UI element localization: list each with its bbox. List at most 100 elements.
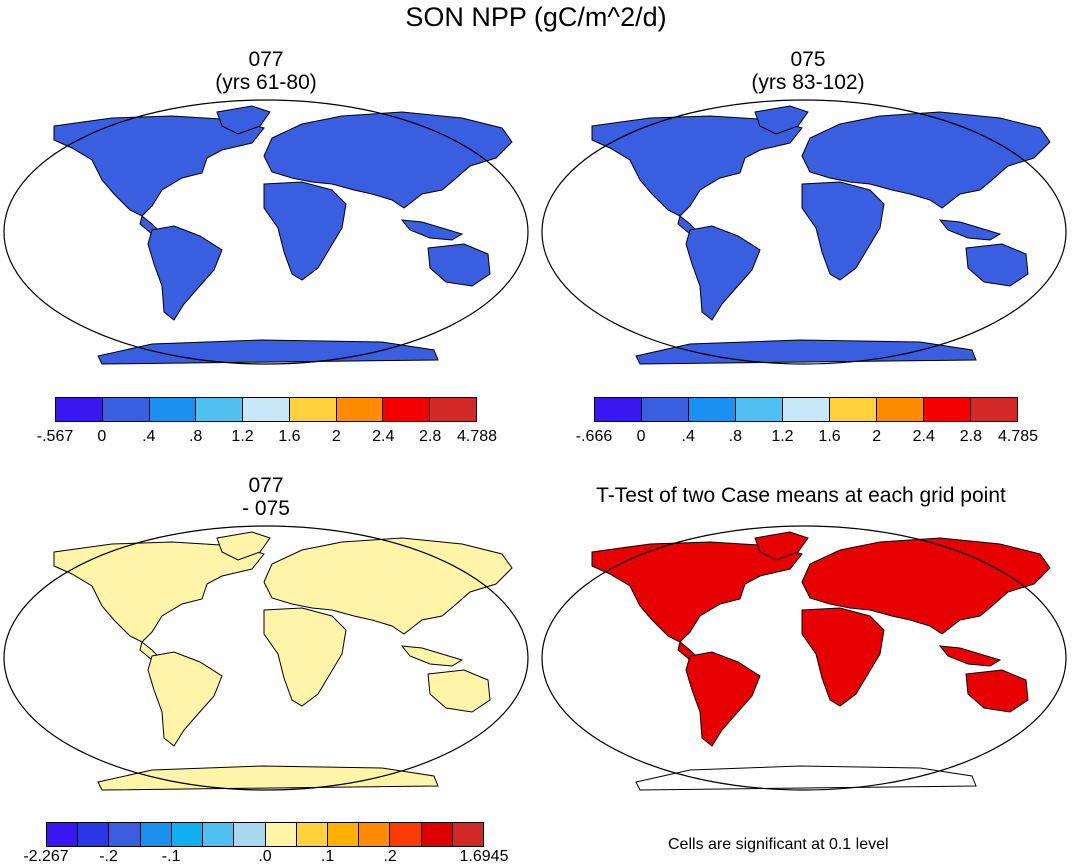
colorbar-swatch	[243, 398, 290, 421]
colorbar-swatch	[296, 823, 328, 846]
map-frame	[541, 525, 1067, 791]
colorbar-tick-label: 1.6945	[459, 848, 509, 865]
continent-landmass	[801, 111, 1051, 209]
colorbar-swatch	[102, 398, 150, 421]
colorbar-tick-label: -.666	[575, 428, 613, 445]
antarctica-landmass	[97, 765, 439, 791]
colorbar-swatch	[203, 823, 235, 846]
colorbar-swatch	[196, 398, 244, 421]
colorbar-swatch	[109, 823, 141, 846]
colorbar-tick-label: -.2	[99, 848, 118, 865]
colorbar-tick-label: .2	[383, 848, 397, 865]
colorbar-swatch	[289, 398, 337, 421]
colorbar-tick-label: -.567	[36, 428, 74, 445]
colorbar-tick-label: 2.8	[418, 428, 442, 445]
continent-landmass	[216, 105, 271, 135]
colorbar-tick-label: 1.6	[278, 428, 301, 445]
antarctica-landmass	[635, 765, 977, 791]
colorbar-swatch	[78, 823, 110, 846]
colorbar-tick-label: -.1	[161, 848, 181, 865]
colorbar-swatch	[736, 398, 783, 421]
continent-landmass	[263, 537, 513, 635]
colorbar-swatch	[47, 823, 79, 846]
continent-landmass	[965, 669, 1029, 713]
colorbar-bottom-left	[46, 822, 484, 847]
continent-landmass	[216, 531, 271, 561]
continent-landmass	[754, 531, 809, 561]
panel-title-diff: - 075	[242, 497, 290, 520]
continent-landmass	[263, 111, 513, 209]
colorbar-tick-label: .8	[728, 428, 742, 445]
panel-title-bottom-left: 077 - 075	[156, 474, 376, 520]
colorbar-tick-label: 2.4	[372, 428, 395, 445]
colorbar-tick-label: -2.267	[23, 848, 69, 865]
continent-landmass	[147, 225, 223, 321]
significance-note: Cells are significant at 0.1 level	[668, 836, 889, 853]
colorbar-labels-top-right: -.666 0 .4 .8 1.2 1.6 2 2.4 2.8 4.785	[576, 428, 1038, 448]
panel-title-years: (yrs 61-80)	[215, 71, 317, 94]
continent-landmass	[685, 651, 761, 747]
continent-landmass	[685, 225, 761, 321]
colorbar-swatch	[783, 398, 830, 421]
continent-landmass	[965, 243, 1029, 287]
map-top-left	[3, 99, 529, 365]
colorbar-swatch	[642, 398, 689, 421]
panel-title-case: 077	[248, 48, 284, 71]
continent-landmass	[801, 607, 885, 707]
antarctica-landmass	[635, 339, 977, 365]
continent-landmass	[754, 105, 809, 135]
colorbar-swatch	[149, 398, 197, 421]
colorbar-top-left	[55, 397, 477, 422]
continent-landmass	[801, 537, 1051, 635]
colorbar-tick-label: 4.788	[456, 428, 498, 445]
colorbar-tick-label: .4	[142, 428, 156, 445]
continent-landmass	[938, 219, 1002, 241]
colorbar-swatch	[877, 398, 924, 421]
colorbar-tick-label: .8	[188, 428, 203, 445]
colorbar-swatch	[421, 823, 453, 846]
continent-landmass	[263, 607, 347, 707]
continent-landmass	[400, 219, 464, 241]
colorbar-swatch	[265, 823, 297, 846]
colorbar-swatch	[689, 398, 736, 421]
colorbar-swatch	[383, 398, 431, 421]
figure-title: SON NPP (gC/m^2/d)	[405, 2, 667, 32]
colorbar-swatch	[140, 823, 172, 846]
colorbar-swatch	[430, 398, 477, 421]
colorbar-swatch	[56, 398, 103, 421]
colorbar-tick-label: 1.2	[771, 428, 794, 445]
colorbar-tick-label: .0	[258, 848, 272, 865]
panel-title-years: (yrs 83-102)	[751, 71, 865, 94]
colorbar-swatch	[971, 398, 1017, 421]
map-bottom-right	[541, 525, 1067, 791]
colorbar-swatch	[234, 823, 266, 846]
colorbar-tick-label: .4	[681, 428, 695, 445]
continent-landmass	[427, 243, 491, 287]
map-frame	[3, 99, 529, 365]
antarctica-landmass	[97, 339, 439, 365]
map-frame	[3, 525, 529, 791]
colorbar-tick-label: 2	[872, 428, 882, 445]
colorbar-swatch	[336, 398, 384, 421]
panel-title-top-right: 075 (yrs 83-102)	[698, 48, 918, 94]
colorbar-tick-label: 0	[636, 428, 646, 445]
colorbar-tick-label: 4.785	[997, 428, 1039, 445]
land-fill	[53, 531, 513, 791]
colorbar-labels-bottom-left: -2.267 -.2 -.1 .0 .1 .2 1.6945	[23, 848, 508, 868]
panel-title-case: 077	[248, 474, 284, 497]
colorbar-top-right	[594, 397, 1018, 422]
colorbar-swatch	[359, 823, 391, 846]
colorbar-swatch	[390, 823, 422, 846]
colorbar-tick-label: 0	[97, 428, 107, 445]
continent-landmass	[938, 645, 1002, 667]
land-fill	[53, 105, 513, 365]
map-bottom-left	[3, 525, 529, 791]
panel-title-case: 075	[790, 48, 826, 71]
colorbar-swatch	[452, 823, 484, 846]
colorbar-swatch	[830, 398, 877, 421]
continent-landmass	[147, 651, 223, 747]
colorbar-swatch	[924, 398, 971, 421]
colorbar-tick-label: .1	[320, 848, 335, 865]
map-top-right	[541, 99, 1067, 365]
continent-landmass	[263, 181, 347, 281]
